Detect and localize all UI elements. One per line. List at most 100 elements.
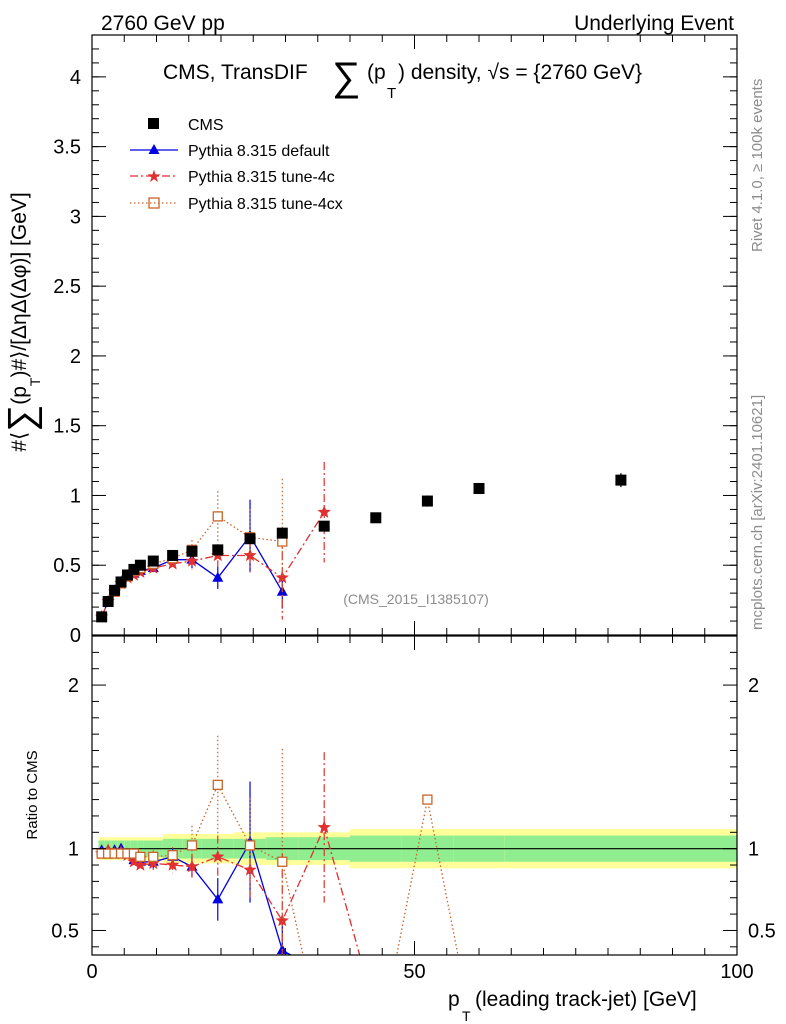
xtick-label: 0 (86, 961, 97, 983)
chart-title: CMS, TransDIF ∑ (p T ) density, √s = {27… (163, 55, 642, 102)
ratio-ytick-label-right: 2 (748, 675, 759, 697)
ratio-point-tune4cx (135, 851, 146, 862)
main-point-cms (615, 474, 627, 486)
xlabel-p: p (448, 988, 460, 1011)
main-point-cms (121, 569, 133, 581)
legend-entry-cms: CMS (148, 117, 224, 134)
ylabel-post: )#⟩/[ΔηΔ(Δφ)] [GeV] (8, 192, 31, 377)
ratio-ytick-label-right: 1 (748, 839, 759, 861)
main-point-cms (102, 596, 114, 608)
ratio-point-tune4cx (277, 856, 288, 867)
xtick-label: 100 (720, 961, 753, 983)
header-left: 2760 GeV pp (101, 12, 225, 35)
xlabel-sub: T (462, 1008, 471, 1024)
axis-tick-labels: 0 0.5 1 1.5 2 2.5 3 3.5 4 0.5 0.5 1 1 2 2 0 50 100 (51, 67, 776, 983)
main-point-tune4c (317, 505, 331, 518)
main-point-cms (212, 544, 224, 556)
ratio-point-tune4c (317, 820, 331, 834)
main-point-cms (109, 584, 121, 596)
legend-marker-tune4c: ★ (146, 167, 161, 186)
header-right: Underlying Event (574, 12, 734, 35)
ratio-panel-frame (91, 635, 738, 956)
main-point-cms (473, 482, 485, 494)
mcplots-label: mcplots.cern.ch [arXiv:2401.10621] (749, 395, 766, 630)
title-sum-symbol: ∑ (332, 55, 361, 99)
ratio-point-tune4cx (212, 779, 223, 791)
ylabel-sum: ∑ (1, 405, 43, 432)
main-point-tune4cx (212, 511, 223, 522)
main-point-cms (147, 555, 159, 567)
ratio-point-tune4cx (167, 850, 178, 861)
main-ytick-label: 2 (70, 346, 81, 368)
main-ytick-label: 1.5 (53, 416, 81, 438)
main-ytick-label: 1 (70, 485, 81, 507)
title-subscript-t: T (387, 85, 396, 102)
legend-label-default: Pythia 8.315 default (188, 143, 330, 160)
main-ytick-label: 0 (70, 625, 81, 647)
main-ytick-label: 0.5 (53, 555, 81, 577)
ratio-point-tune4c (211, 849, 225, 863)
ratio-point-tune4c (127, 854, 141, 868)
ratio-ytick-label-left: 1 (68, 839, 79, 861)
svg-text:#⟨∑(pT)#⟩/[ΔηΔ(Δφ)] [GeV]: #⟨∑(pT)#⟩/[ΔηΔ(Δφ)] [GeV] (1, 192, 43, 451)
xlabel-rest: (leading track-jet) [GeV] (475, 988, 697, 1011)
legend-label-cms: CMS (188, 117, 224, 134)
legend-marker-cms (148, 118, 159, 129)
main-ytick-label: 4 (70, 67, 81, 89)
legend-label-tune4cx: Pythia 8.315 tune-4cx (188, 196, 343, 213)
ylabel-sub: T (27, 377, 43, 386)
ratio-point-tune4c (185, 859, 199, 873)
ratio-y-axis-label: Ratio to CMS (24, 750, 41, 839)
ratio-point-tune4c (275, 913, 289, 927)
main-point-cms (115, 576, 127, 588)
main-point-cms (96, 611, 108, 623)
legend-entry-tune4c: ★ Pythia 8.315 tune-4c (130, 167, 335, 186)
main-point-cms (186, 545, 198, 557)
title-suffix: ) density, √s = {2760 GeV} (398, 61, 642, 84)
ratio-point-tune4cx (148, 851, 159, 862)
main-ytick-label: 3 (70, 206, 81, 228)
x-axis-label: p T (leading track-jet) [GeV] (448, 988, 697, 1024)
main-point-default (212, 571, 224, 582)
legend: CMS Pythia 8.315 default ★ Pythia 8.315 … (130, 117, 343, 213)
main-series-cms (96, 473, 627, 623)
title-prefix: CMS, TransDIF (163, 61, 308, 84)
main-point-cms (370, 512, 382, 524)
ratio-point-tune4cx (422, 794, 433, 805)
main-point-cms (244, 533, 256, 545)
main-ytick-label: 3.5 (53, 137, 81, 159)
ratio-ytick-label-left: 0.5 (51, 920, 79, 942)
main-point-tune4c (185, 554, 199, 567)
ylabel-p: (p (8, 386, 31, 405)
main-ytick-label: 2.5 (53, 276, 81, 298)
ylabel-pre: #⟨ (8, 432, 31, 452)
ratio-series-layer (95, 735, 459, 955)
rivet-label: Rivet 4.1.0, ≥ 100k events (749, 79, 766, 252)
analysis-watermark: (CMS_2015_I1385107) (343, 591, 489, 607)
ratio-ytick-label-right: 0.5 (748, 920, 776, 942)
ratio-line-tune4cx (101, 783, 459, 955)
legend-marker-default (148, 144, 160, 154)
ratio-point-tune4cx (244, 840, 256, 851)
main-point-cms (134, 559, 146, 571)
xtick-label: 50 (403, 961, 425, 983)
main-point-cms (128, 563, 140, 575)
ratio-point-tune4cx (186, 840, 198, 851)
ratio-ytick-label-left: 2 (68, 675, 79, 697)
main-point-tune4c (275, 570, 289, 584)
main-point-cms (167, 549, 179, 561)
main-y-axis-label: #⟨∑(pT)#⟩/[ΔηΔ(Δφ)] [GeV] (1, 192, 43, 451)
legend-label-tune4c: Pythia 8.315 tune-4c (188, 169, 335, 186)
title-p: (p (367, 61, 386, 84)
main-point-cms (421, 495, 433, 507)
main-panel-frame (91, 34, 738, 636)
legend-entry-tune4cx: Pythia 8.315 tune-4cx (130, 196, 343, 213)
ratio-point-default (212, 893, 224, 904)
main-point-cms (276, 527, 288, 539)
ratio-point-tune4c (243, 862, 257, 876)
ratio-series-default (96, 781, 293, 955)
ratio-series-tune4c (95, 752, 361, 955)
ratio-point-tune4c (133, 858, 147, 871)
legend-marker-tune4cx (148, 197, 160, 209)
ratio-series-tune4cx (96, 735, 459, 955)
